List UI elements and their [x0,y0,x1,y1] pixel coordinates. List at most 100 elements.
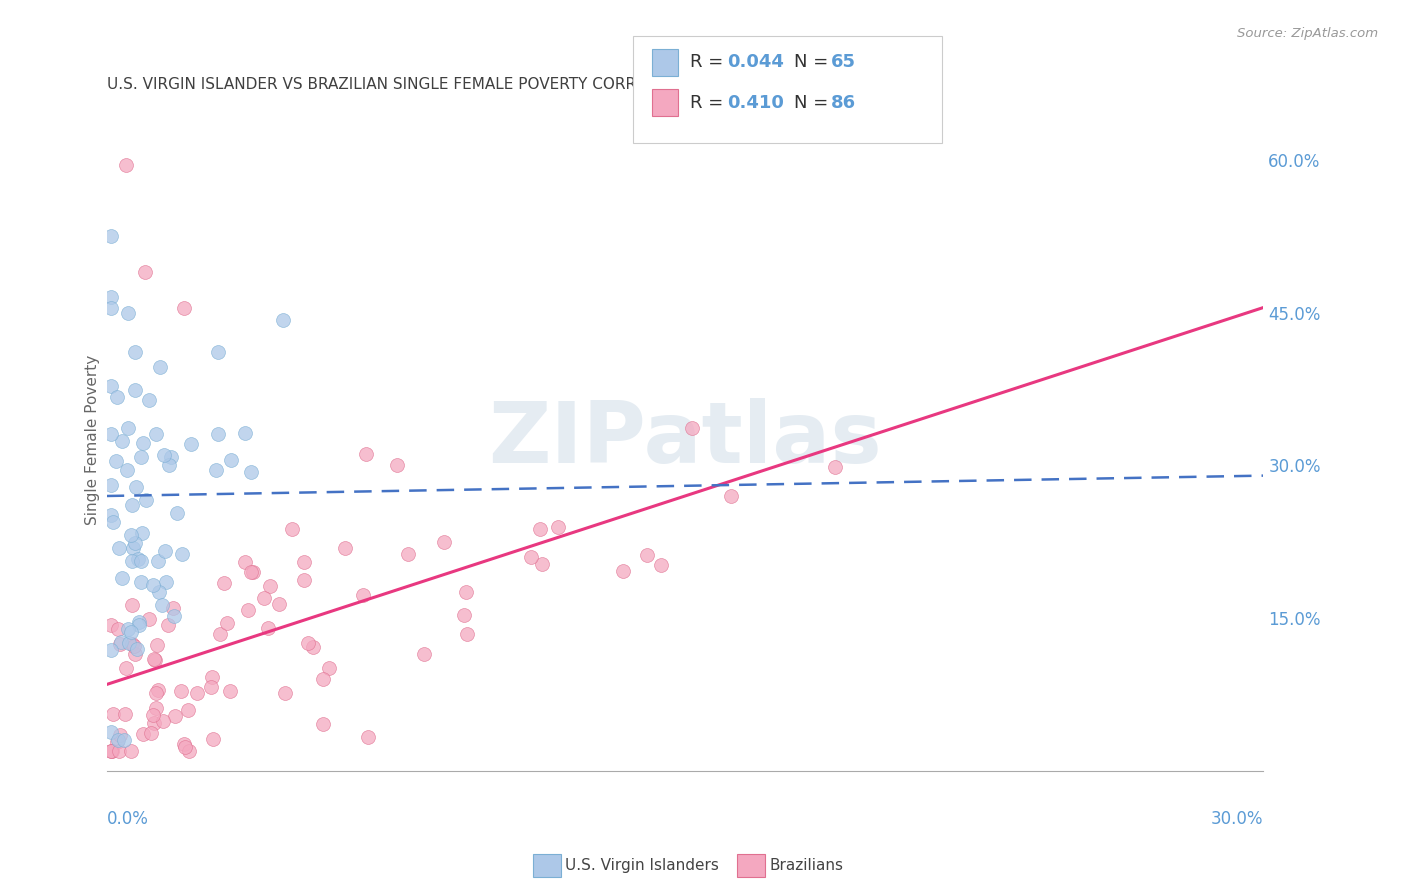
Point [143,652,166,666]
Point [146,683,169,698]
Point [146,639,169,653]
Point [242,566,264,580]
Point [281,522,304,536]
Point [110,634,132,648]
Point [173,737,195,751]
Text: ZIPatlas: ZIPatlas [488,399,882,482]
Point [127,552,149,566]
Text: Source: ZipAtlas.com: Source: ZipAtlas.com [1237,27,1378,40]
Text: U.S. VIRGIN ISLANDER VS BRAZILIAN SINGLE FEMALE POVERTY CORRELATION CHART: U.S. VIRGIN ISLANDER VS BRAZILIAN SINGLE… [107,78,756,93]
Point [105,735,128,749]
Point [101,744,124,758]
Point [454,585,477,599]
Point [333,541,356,555]
Point [142,652,165,666]
Point [124,648,146,662]
Point [219,684,242,698]
Point [108,728,131,742]
Point [100,426,122,441]
Text: 30.0%: 30.0% [1211,810,1264,828]
Point [121,498,143,512]
Point [129,575,152,590]
Point [212,575,235,590]
Point [311,717,333,731]
Text: R =: R = [690,94,730,112]
Point [170,547,193,561]
Point [124,536,146,550]
Point [636,549,658,563]
Point [103,516,125,530]
Point [107,733,129,747]
Point [142,716,165,731]
Point [105,390,128,404]
Point [312,672,335,686]
Point [530,557,553,571]
Point [101,706,124,721]
Point [456,627,478,641]
Text: 0.044: 0.044 [727,54,783,71]
Point [186,686,208,700]
Point [174,740,197,755]
Point [100,643,122,657]
Point [110,637,132,651]
Point [112,733,135,747]
Point [108,744,131,758]
Point [160,450,183,465]
Point [122,541,145,556]
Point [302,640,325,654]
Point [294,555,316,569]
Point [131,526,153,541]
Point [100,508,122,523]
Point [650,558,672,572]
Point [297,636,319,650]
Point [239,465,262,479]
Point [120,625,142,640]
Point [179,744,201,758]
Point [200,680,222,694]
Point [162,601,184,615]
Point [209,627,232,641]
Point [121,554,143,568]
Point [173,301,195,315]
Point [111,571,134,585]
Point [166,506,188,520]
Point [124,384,146,398]
Point [129,554,152,568]
Point [201,731,224,746]
Point [157,458,180,472]
Point [117,306,139,320]
Point [215,616,238,631]
Point [114,706,136,721]
Point [142,578,165,592]
Point [100,301,122,315]
Point [155,544,177,558]
Point [271,312,294,326]
Y-axis label: Single Female Poverty: Single Female Poverty [86,355,100,525]
Point [520,550,543,565]
Point [235,425,257,440]
Point [547,519,569,533]
Point [120,744,142,758]
Point [115,158,138,172]
Text: 0.0%: 0.0% [107,810,149,828]
Text: Brazilians: Brazilians [769,858,844,872]
Point [413,647,436,661]
Point [153,449,176,463]
Point [200,670,222,684]
Point [259,579,281,593]
Point [100,478,122,492]
Point [100,229,122,244]
Point [152,714,174,728]
Point [163,708,186,723]
Point [207,427,229,442]
Point [145,700,167,714]
Text: 65: 65 [831,54,856,71]
Point [128,618,150,632]
Point [124,344,146,359]
Point [219,453,242,467]
Point [125,642,148,657]
Point [318,660,340,674]
Point [356,730,378,744]
Point [233,555,256,569]
Point [157,618,180,632]
